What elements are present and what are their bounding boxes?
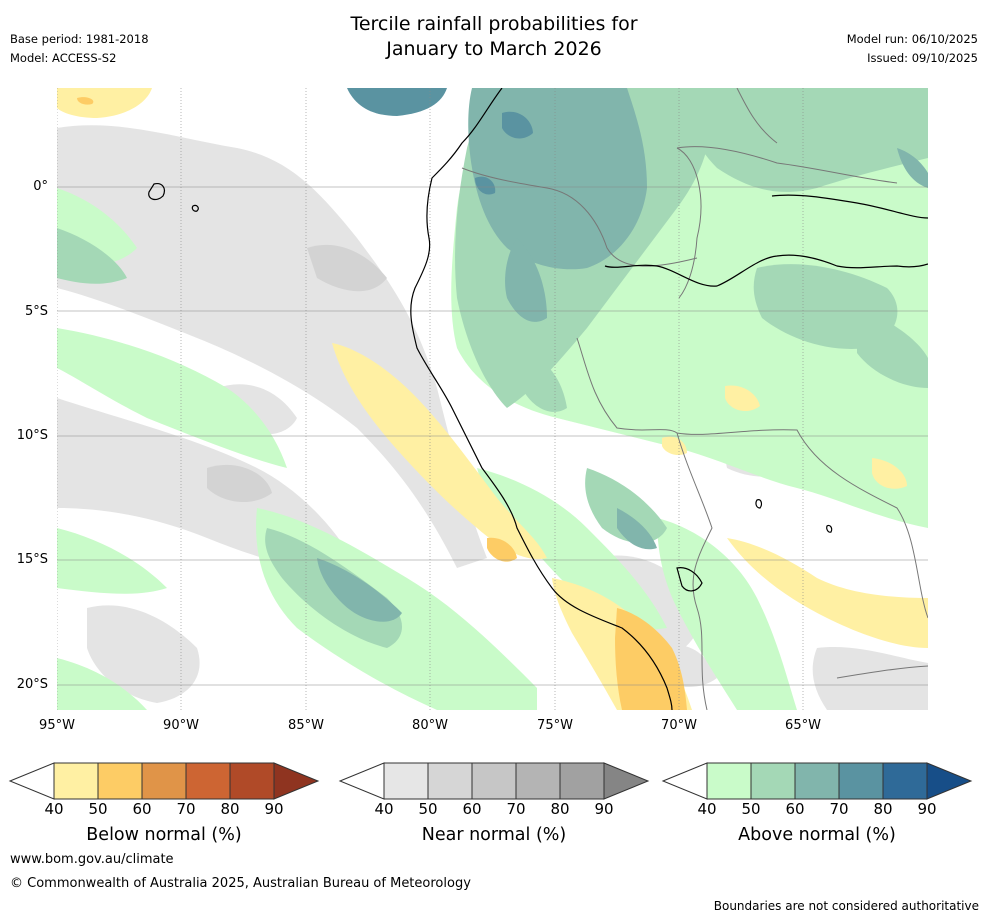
above-normal-swatch-2 — [750, 762, 796, 800]
lon-label-70w: 70°W — [661, 718, 697, 733]
below-normal-label: Below normal (%) — [86, 825, 242, 845]
above-normal-swatch-4 — [838, 762, 884, 800]
above-normal-swatch-5 — [882, 762, 928, 800]
below-tick-40: 40 — [44, 800, 64, 818]
boundary-disclaimer: Boundaries are not considered authoritat… — [713, 899, 979, 913]
lat-label-20s: 20°S — [16, 677, 48, 692]
above-tick-40: 40 — [697, 800, 717, 818]
map-canvas — [57, 88, 928, 710]
meta-right: Model run: 06/10/2025 Issued: 09/10/2025 — [847, 30, 978, 68]
copyright-text: © Commonwealth of Australia 2025, Austra… — [10, 876, 471, 891]
near-normal-label: Near normal (%) — [421, 825, 567, 845]
near-normal-swatch-4 — [515, 762, 561, 800]
below-normal-swatch-5 — [229, 762, 275, 800]
lon-label-75w: 75°W — [537, 718, 573, 733]
below-tick-50: 50 — [88, 800, 108, 818]
above-normal-60-70 — [317, 88, 928, 622]
issued-date: Issued: 09/10/2025 — [867, 51, 978, 65]
near-normal-swatch-over — [603, 762, 650, 800]
lat-label-15s: 15°S — [16, 552, 48, 567]
below-normal-swatch-1 — [53, 762, 99, 800]
model-run: Model run: 06/10/2025 — [846, 32, 978, 46]
below-tick-90: 90 — [264, 800, 284, 818]
near-normal-swatch-under — [338, 762, 385, 800]
title-line-2: January to March 2026 — [386, 38, 602, 60]
near-tick-70: 70 — [506, 800, 526, 818]
near-tick-40: 40 — [374, 800, 394, 818]
above-tick-70: 70 — [829, 800, 849, 818]
below-normal-swatch-over — [273, 762, 320, 800]
lon-label-95w: 95°W — [39, 718, 75, 733]
above-tick-60: 60 — [785, 800, 805, 818]
below-tick-80: 80 — [220, 800, 240, 818]
base-period: Base period: 1981-2018 — [10, 32, 149, 46]
lon-label-85w: 85°W — [288, 718, 324, 733]
lon-label-65w: 65°W — [785, 718, 821, 733]
above-normal-70-80 — [347, 88, 533, 195]
graticule — [57, 88, 928, 710]
coastline — [148, 88, 928, 710]
lat-label-10s: 10°S — [16, 428, 48, 443]
below-normal-swatch-3 — [141, 762, 187, 800]
map-panel[interactable] — [57, 88, 928, 710]
near-tick-60: 60 — [462, 800, 482, 818]
map-title: Tercile rainfall probabilities for Janua… — [0, 12, 988, 62]
lat-label-5s: 5°S — [24, 304, 48, 319]
above-tick-80: 80 — [873, 800, 893, 818]
above-normal-swatch-under — [661, 762, 708, 800]
title-line-1: Tercile rainfall probabilities for — [350, 13, 638, 35]
model-name: Model: ACCESS-S2 — [10, 51, 117, 65]
below-normal-colorbar — [8, 762, 320, 800]
above-normal-swatch-over — [926, 762, 973, 800]
lon-label-90w: 90°W — [163, 718, 199, 733]
below-tick-70: 70 — [176, 800, 196, 818]
near-tick-80: 80 — [550, 800, 570, 818]
near-normal-swatch-5 — [559, 762, 605, 800]
below-normal-swatch-2 — [97, 762, 143, 800]
website-link[interactable]: www.bom.gov.au/climate — [10, 852, 174, 867]
country-borders — [461, 88, 928, 710]
near-tick-50: 50 — [418, 800, 438, 818]
lon-label-80w: 80°W — [412, 718, 448, 733]
near-normal-darker — [207, 244, 387, 503]
above-normal-colorbar — [661, 762, 973, 800]
above-normal-swatch-3 — [794, 762, 840, 800]
near-normal-colorbar — [338, 762, 650, 800]
above-normal-label: Above normal (%) — [738, 825, 896, 845]
near-normal-swatch-1 — [383, 762, 429, 800]
near-normal-swatch-2 — [427, 762, 473, 800]
lat-label-0: 0° — [33, 179, 48, 194]
below-normal-swatch-4 — [185, 762, 231, 800]
above-tick-50: 50 — [741, 800, 761, 818]
meta-left: Base period: 1981-2018 Model: ACCESS-S2 — [10, 30, 149, 68]
near-normal-swatch-3 — [471, 762, 517, 800]
below-normal-swatch-under — [8, 762, 55, 800]
below-tick-60: 60 — [132, 800, 152, 818]
above-tick-90: 90 — [917, 800, 937, 818]
above-normal-swatch-1 — [706, 762, 752, 800]
near-tick-90: 90 — [594, 800, 614, 818]
